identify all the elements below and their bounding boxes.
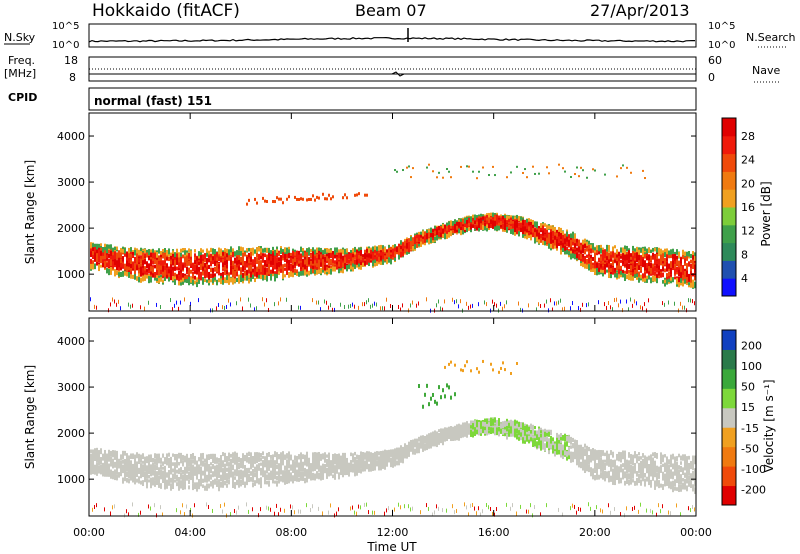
nsky-label: N.Sky <box>4 31 36 44</box>
nave-tick-top: 60 <box>708 54 722 67</box>
freq-tick-bottom: 8 <box>69 71 76 84</box>
velocity-colorbar-swatch <box>722 368 736 389</box>
velocity-colorbar-tick: 200 <box>741 339 762 352</box>
velocity-colorbar-swatch <box>722 349 736 370</box>
x-axis-label: Time UT <box>366 540 417 554</box>
freq-unit: [MHz] <box>4 67 36 80</box>
date-label: 27/Apr/2013 <box>590 1 690 20</box>
power-colorbar-tick: 16 <box>741 201 755 214</box>
velocity-colorbar: 200 100 50 15 -15 -50 -100 -200 Velocity [m s⁻¹… <box>721 329 776 506</box>
nsearch-tick-top: 10^5 <box>708 21 735 32</box>
beam-label: Beam 07 <box>355 1 427 20</box>
velocity-colorbar-swatch <box>722 466 736 487</box>
power-colorbar-swatch <box>722 189 736 208</box>
velocity-colorbar-tick: -50 <box>741 442 759 455</box>
power-ytick-label: 3000 <box>57 176 85 189</box>
nsearch-label: N.Search <box>746 31 796 44</box>
nave-label: Nave <box>752 64 780 77</box>
velocity-colorbar-swatch <box>722 388 736 409</box>
velocity-y-axis: 4000 3000 2000 1000 <box>57 335 696 486</box>
velocity-colorbar-label: Velocity [m s⁻¹] <box>762 379 776 472</box>
chart-title: Hokkaido (fitACF) <box>92 1 240 21</box>
power-colorbar-swatch <box>722 278 736 297</box>
power-colorbar-tick: 20 <box>741 177 755 190</box>
power-ytick-label: 2000 <box>57 222 85 235</box>
nsky-line <box>88 36 695 43</box>
power-colorbar-tick: 24 <box>741 154 755 167</box>
velocity-colorbar-tick: 15 <box>741 401 755 414</box>
power-colorbar-swatch <box>722 260 736 279</box>
nsky-tick-bottom: 10^0 <box>52 40 79 51</box>
nave-tick-bottom: 0 <box>708 71 715 84</box>
velocity-colorbar-swatch <box>722 427 736 448</box>
freq-panel: Freq. [MHz] 18 8 60 0 Nave <box>4 54 780 84</box>
x-tick-label: 16:00 <box>478 526 510 539</box>
power-ytick-label: 1000 <box>57 268 85 281</box>
power-colorbar-swatch <box>722 171 736 190</box>
velocity-colorbar-swatch <box>722 407 736 428</box>
x-tick-label: 12:00 <box>377 526 409 539</box>
freq-label: Freq. <box>8 54 35 67</box>
nsearch-tick-bottom: 10^0 <box>708 40 735 51</box>
velocity-ytick-label: 1000 <box>57 473 85 486</box>
velocity-colorbar-tick: -100 <box>741 463 766 476</box>
velocity-colorbar-tick: 50 <box>741 381 755 394</box>
velocity-colorbar-swatch <box>722 330 736 350</box>
power-colorbar: 28 24 20 16 12 8 4 Power [dB] <box>721 117 773 297</box>
x-axis: 00:00 04:00 08:00 12:00 16:00 20:00 00:00 <box>73 113 712 539</box>
power-colorbar-swatch <box>722 135 736 155</box>
power-colorbar-swatch <box>722 118 736 137</box>
velocity-heatmap <box>90 359 696 518</box>
velocity-ytick-label: 2000 <box>57 427 85 440</box>
velocity-colorbar-tick: -200 <box>741 484 766 497</box>
x-tick-label: 00:00 <box>73 526 105 539</box>
cpid-label: CPID <box>8 91 37 104</box>
power-colorbar-label: Power [dB] <box>759 181 773 246</box>
x-tick-label: 00:00 <box>680 526 712 539</box>
power-colorbar-tick: 8 <box>741 248 748 261</box>
x-tick-label: 04:00 <box>174 526 206 539</box>
power-colorbar-swatch <box>722 224 736 244</box>
velocity-ytick-label: 4000 <box>57 335 85 348</box>
power-y-label: Slant Range [km] <box>23 160 37 264</box>
velocity-ytick-label: 3000 <box>57 381 85 394</box>
velocity-y-label: Slant Range [km] <box>23 365 37 469</box>
nsky-panel: N.Sky 10^5 10^0 10^5 10^0 N.Search <box>4 21 796 51</box>
cpid-value: normal (fast) 151 <box>94 94 212 108</box>
power-heatmap <box>90 163 696 313</box>
cpid-row: CPID normal (fast) 151 <box>8 87 697 111</box>
velocity-colorbar-swatch <box>722 446 736 467</box>
x-tick-label: 20:00 <box>579 526 611 539</box>
power-colorbar-swatch <box>722 207 736 226</box>
power-colorbar-tick: 12 <box>741 225 755 238</box>
power-colorbar-swatch <box>722 242 736 261</box>
power-ytick-label: 4000 <box>57 130 85 143</box>
velocity-colorbar-swatch <box>722 485 736 506</box>
velocity-colorbar-tick: -15 <box>741 422 759 435</box>
freq-tick-top: 18 <box>64 54 78 67</box>
nsky-tick-top: 10^5 <box>52 21 79 32</box>
nsky-trace <box>88 28 695 43</box>
power-colorbar-tick: 28 <box>741 130 755 143</box>
power-y-axis: 4000 3000 2000 1000 <box>57 130 696 281</box>
x-tick-label: 08:00 <box>275 526 307 539</box>
power-colorbar-swatch <box>722 153 736 172</box>
power-colorbar-tick: 4 <box>741 272 748 285</box>
power-panel: 4000 3000 2000 1000 Slant Range [km] <box>23 112 697 313</box>
velocity-colorbar-tick: 100 <box>741 360 762 373</box>
